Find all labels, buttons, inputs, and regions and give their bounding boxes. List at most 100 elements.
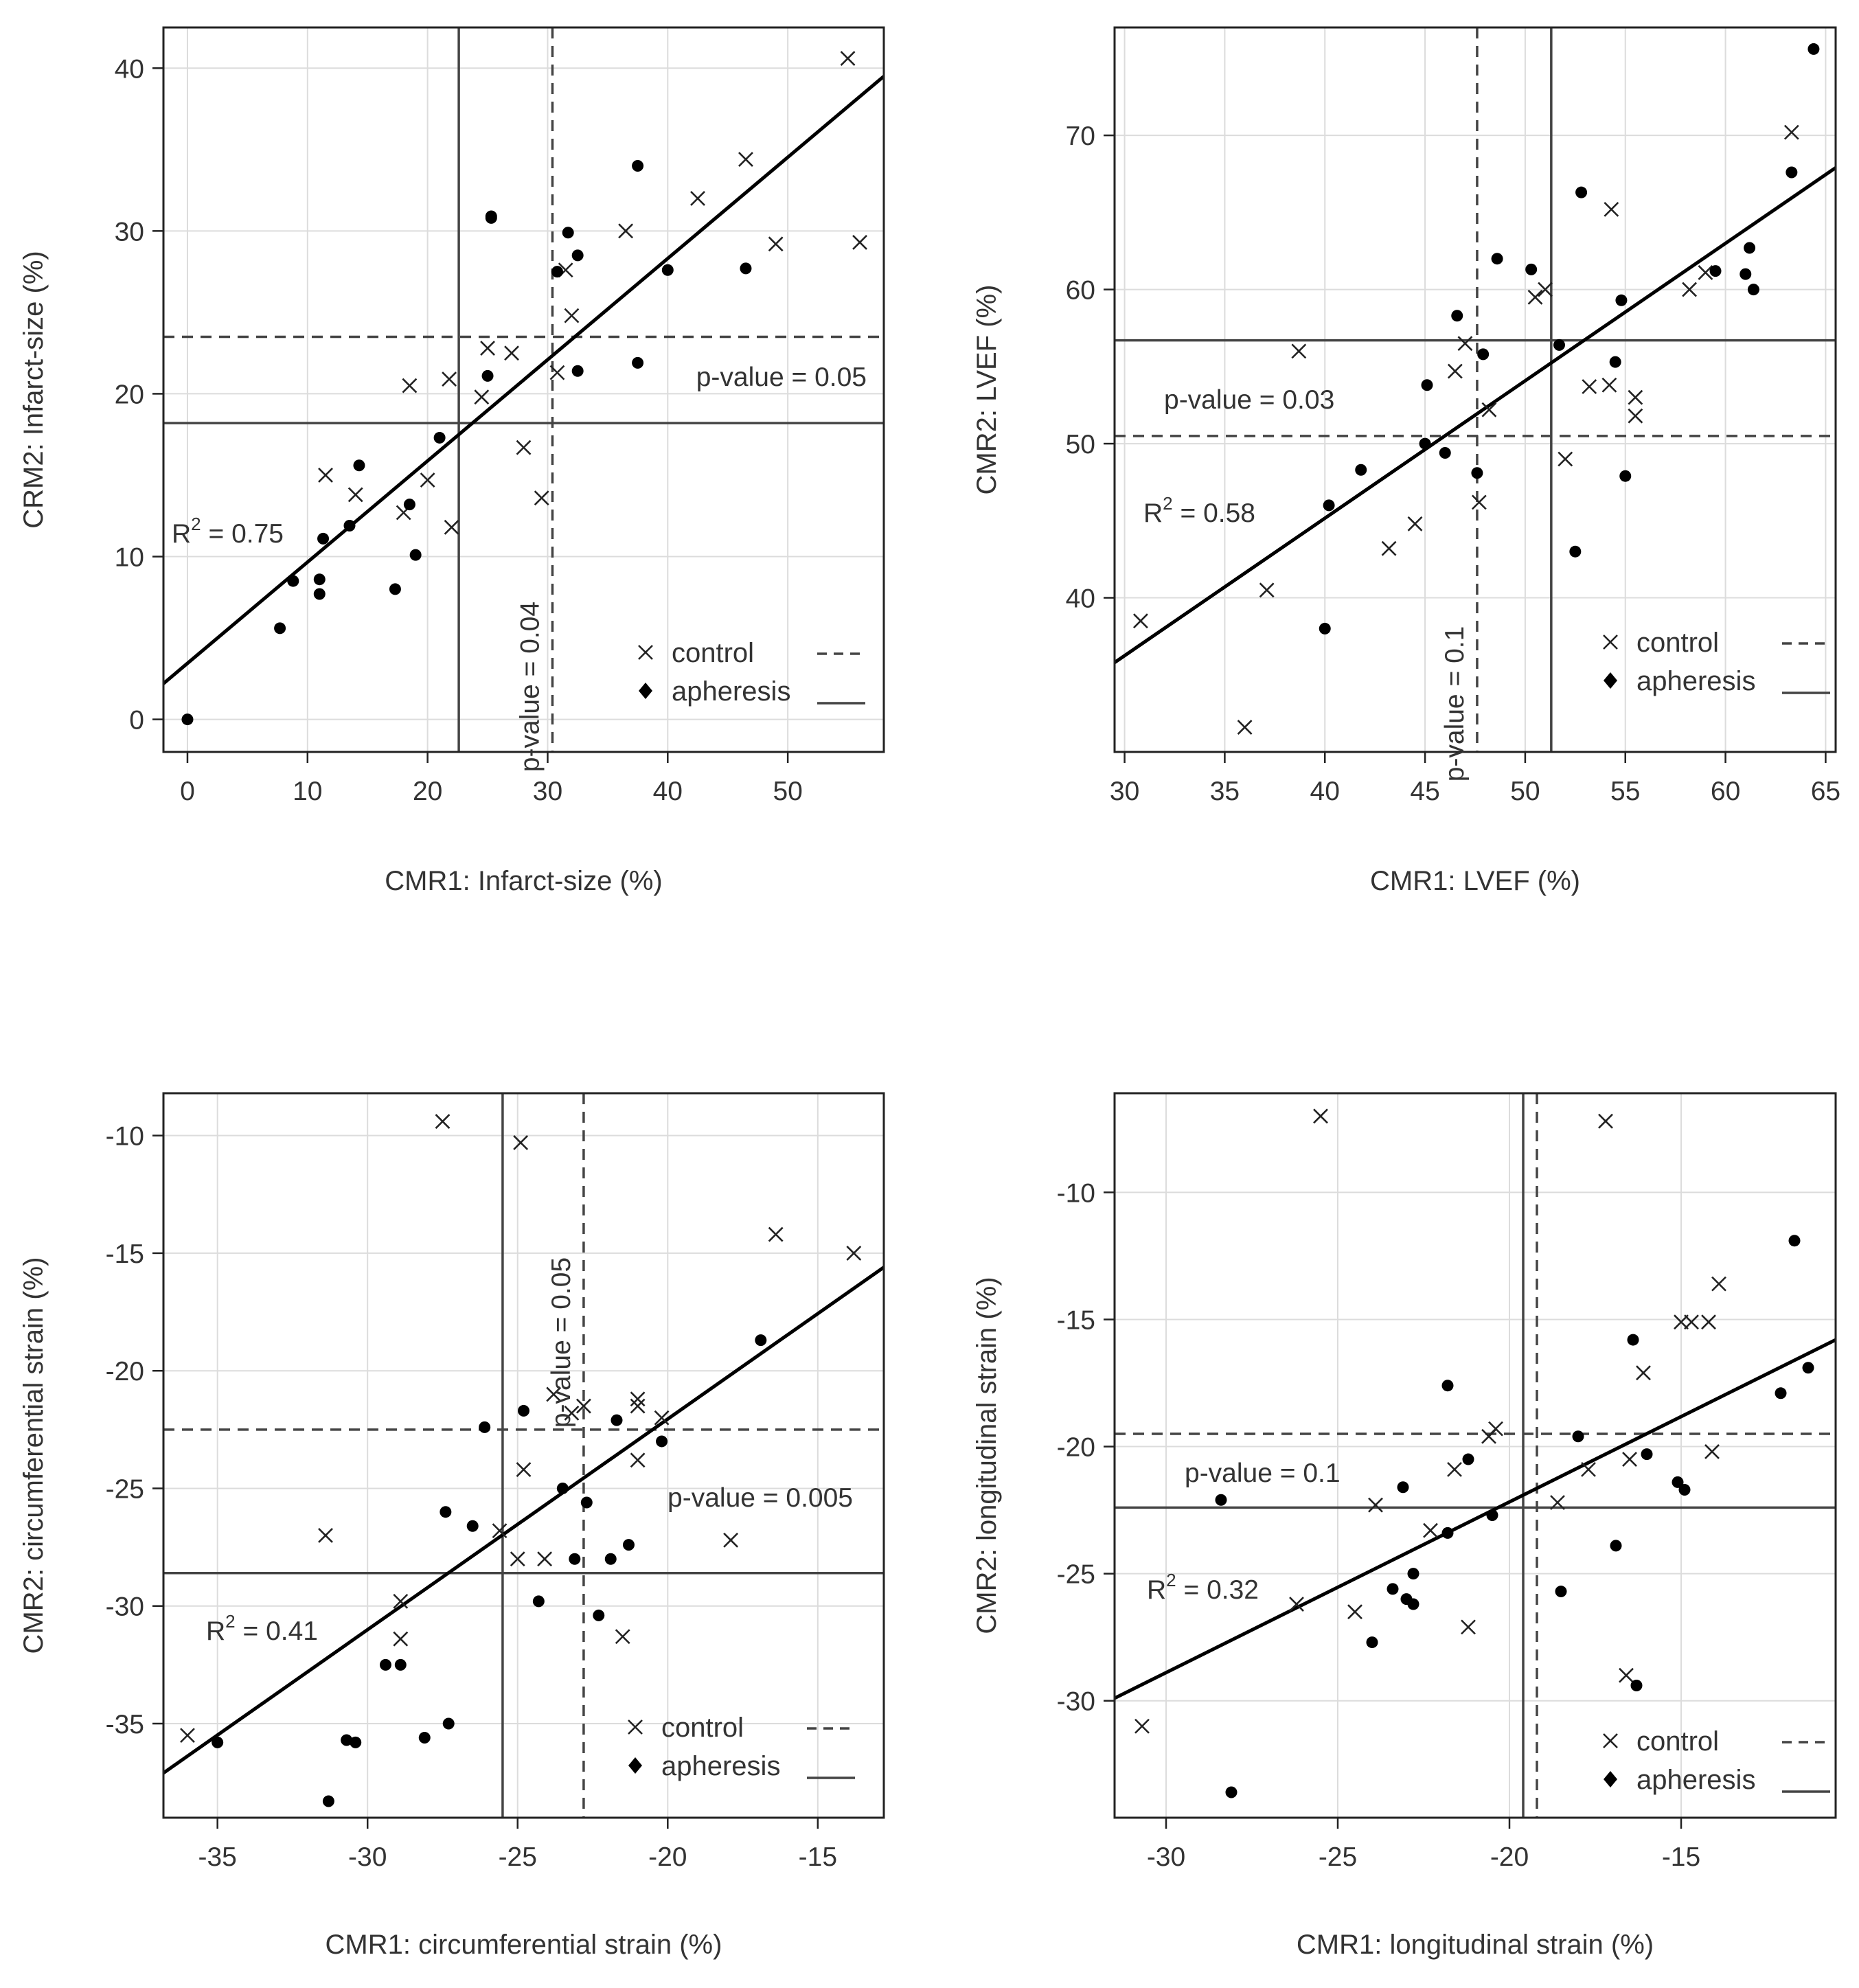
r-squared-label: R2 = 0.41 [206,1611,318,1646]
legend-apheresis-label: apheresis [1636,666,1755,696]
apheresis-point [551,266,563,278]
apheresis-point [1740,268,1752,280]
apheresis-point [1786,166,1798,179]
legend: control apheresis [638,638,865,707]
apheresis-point [181,713,194,726]
control-point [1368,1497,1383,1513]
x-tick-label: 50 [1510,777,1540,806]
apheresis-point [353,459,365,472]
apheresis-point [632,356,644,369]
r-squared-label: R2 = 0.32 [1147,1570,1259,1605]
legend-control-label: control [672,638,754,668]
x-tick-label: -15 [799,1842,837,1872]
control-point [1636,1365,1651,1381]
control-point [1582,379,1597,394]
regression-line [163,1266,884,1774]
apheresis-point [1627,1334,1639,1346]
scatter-panel-1: 0 10 20 30 40 50 0 10 20 30 40 CMR1: Infarct-size (… [19,26,885,896]
legend-apheresis-marker [639,683,652,699]
apheresis-point [580,1496,593,1509]
apheresis-point [1553,339,1565,351]
y-tick-label: -20 [106,1357,144,1386]
plot-frame [162,26,885,753]
apheresis-point [532,1595,545,1608]
plot-frame [1113,26,1837,753]
apheresis-point [1615,294,1628,306]
p-value-y-label: p-value = 0.1 [1185,1459,1341,1488]
control-point [768,236,784,252]
apheresis-point [571,249,584,262]
apheresis-point [1491,253,1503,265]
y-tick-label: 40 [115,54,144,84]
control-point [1237,720,1253,735]
x-axis-label: CMR1: circumferential strain (%) [326,1930,722,1960]
control-point [1711,1276,1726,1292]
x-tick-label: 30 [533,777,562,806]
y-axis-label: CMR2: circumferential strain (%) [19,1257,49,1654]
x-tick-label: 65 [1811,777,1840,806]
apheresis-point [1486,1509,1498,1521]
apheresis-point [1575,186,1588,198]
x-tick-label: 45 [1410,777,1439,806]
apheresis-point [556,1482,569,1494]
regression-line [163,75,884,685]
control-point [618,223,634,239]
control-point [768,1226,784,1242]
apheresis-point [656,1435,668,1448]
legend-control-marker [638,645,653,660]
apheresis-point [1387,1583,1399,1595]
apheresis-point [1775,1387,1787,1399]
control-point [1347,1604,1362,1620]
legend: control apheresis [628,1713,855,1781]
control-point [1598,1113,1613,1129]
apheresis-point [1366,1636,1378,1649]
control-point [546,1386,562,1402]
control-point [1471,494,1487,510]
y-tick-label: 50 [1066,430,1095,459]
apheresis-point [604,1553,617,1565]
p-value-x-label: p-value = 0.04 [515,602,545,772]
control-point [1622,1452,1637,1467]
apheresis-point [1407,1598,1419,1610]
apheresis-point [1678,1483,1691,1496]
apheresis-point [313,588,326,600]
y-tick-label: 20 [115,380,144,409]
control-point [549,365,565,380]
scatter-panel-3: -35 -30 -25 -20 -15 -35 -30 -25 -20 -15 -10 CMR1: c… [19,1092,885,1960]
control-point [1628,408,1643,424]
control-point [318,468,333,483]
x-tick-label: 35 [1210,777,1240,806]
control-point [1682,282,1697,297]
apheresis-point [341,1734,353,1746]
control-point [1481,402,1497,418]
control-point [435,1114,451,1130]
apheresis-point [440,1506,452,1518]
control-point [393,1631,409,1647]
apheresis-point [611,1414,623,1426]
control-point [846,1246,862,1261]
x-axis-label: CMR1: LVEF (%) [1370,866,1580,896]
control-point [1313,1108,1328,1124]
p-value-y-label: p-value = 0.05 [696,363,867,392]
y-tick-label: -15 [106,1239,144,1269]
apheresis-point [1569,545,1582,558]
apheresis-point [661,264,674,276]
r-squared-label: R2 = 0.58 [1143,493,1255,528]
x-tick-label: 0 [180,777,195,806]
y-tick-label: -25 [106,1474,144,1504]
apheresis-point [418,1732,431,1744]
control-point [1704,1444,1720,1459]
control-point [1558,451,1573,467]
apheresis-point [1225,1786,1238,1798]
control-point [420,472,435,488]
control-point [516,439,532,455]
apheresis-point [632,160,644,172]
control-point [442,372,457,387]
y-tick-label: -10 [106,1122,144,1152]
control-point [1701,1314,1716,1330]
y-axis-label: CRM2: Infarct-size (%) [19,251,49,529]
legend-apheresis-label: apheresis [1636,1765,1755,1795]
apheresis-point [1672,1476,1684,1488]
x-tick-label: 60 [1711,777,1740,806]
r-squared-label: R2 = 0.75 [172,514,284,549]
